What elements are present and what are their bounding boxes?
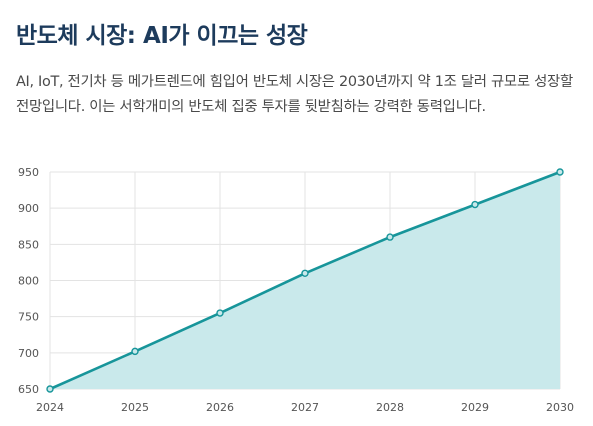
data-point — [46, 385, 54, 393]
y-tick-label: 650 — [18, 383, 39, 396]
x-tick-label: 2026 — [206, 401, 234, 414]
page-description: AI, IoT, 전기차 등 메가트렌드에 힘입어 반도체 시장은 2030년까… — [16, 74, 573, 115]
y-tick-label: 950 — [18, 166, 39, 179]
x-tick-label: 2029 — [461, 401, 489, 414]
x-axis-ticks: 2024 2025 2026 2027 2028 2029 2030 — [36, 401, 574, 414]
area-fill — [50, 172, 560, 389]
data-point — [216, 309, 224, 317]
x-tick-label: 2028 — [376, 401, 404, 414]
data-point — [301, 269, 309, 277]
x-tick-label: 2030 — [546, 401, 574, 414]
y-tick-label: 800 — [18, 275, 39, 288]
y-axis-ticks: 650 700 750 800 850 900 950 — [18, 166, 39, 396]
data-point — [556, 168, 564, 176]
data-point — [471, 200, 479, 209]
x-tick-label: 2025 — [121, 401, 149, 414]
data-point — [386, 233, 394, 241]
x-tick-label: 2027 — [291, 401, 319, 414]
y-tick-label: 900 — [18, 202, 39, 215]
y-tick-label: 750 — [18, 311, 39, 324]
y-tick-label: 850 — [18, 238, 39, 251]
x-tick-label: 2024 — [36, 401, 64, 414]
data-point — [131, 347, 139, 356]
y-tick-label: 700 — [18, 347, 39, 360]
data-points — [46, 168, 564, 393]
page-title: 반도체 시장: AI가 이끄는 성장 — [16, 23, 308, 49]
